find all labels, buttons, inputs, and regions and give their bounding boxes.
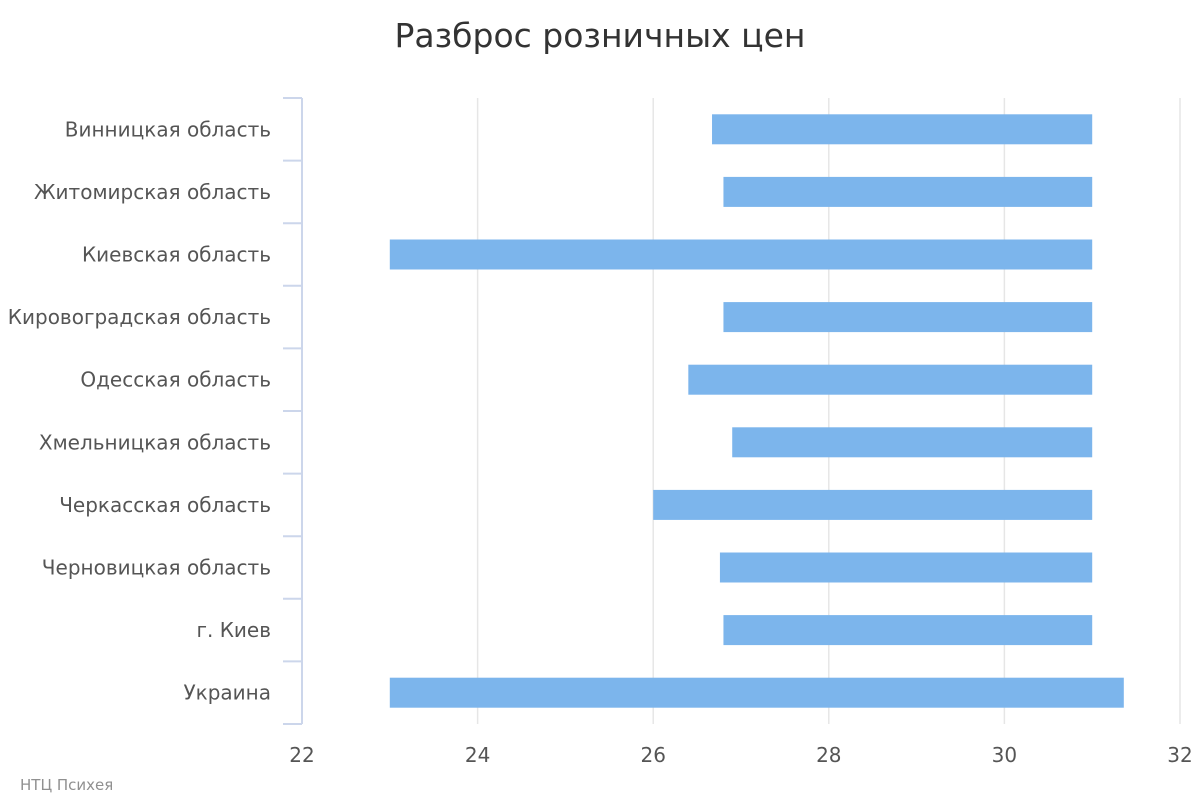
range-bar: [389, 677, 1124, 708]
range-bar: [389, 239, 1093, 270]
credits: НТЦ Психея: [20, 776, 113, 794]
range-bar: [653, 489, 1093, 520]
category-axis: [283, 97, 303, 725]
category-label: Одесская область: [80, 368, 271, 392]
range-bar: [732, 427, 1093, 458]
x-tick-label: 26: [640, 743, 665, 767]
category-label: Кировоградская область: [8, 305, 271, 329]
category-labels: Винницкая область Житомирская область Киев…: [8, 117, 271, 704]
range-bar: [723, 176, 1093, 207]
category-label: Хмельницкая область: [39, 430, 271, 454]
x-tick-label: 32: [1167, 743, 1192, 767]
x-tick-label: 28: [816, 743, 841, 767]
bars: [389, 114, 1124, 708]
range-bar: [723, 615, 1093, 646]
category-label: Украина: [183, 681, 271, 705]
chart-title: Разброс розничных цен: [395, 16, 806, 55]
x-axis-ticks: 22 24 26 28 30 32: [289, 743, 1192, 767]
category-label: Черновицкая область: [42, 556, 271, 580]
range-bar: [712, 114, 1093, 145]
category-label: Киевская область: [82, 243, 271, 267]
category-label: Винницкая область: [65, 117, 271, 141]
category-label: Житомирская область: [34, 180, 271, 204]
range-bar: [719, 552, 1093, 583]
category-label: г. Киев: [196, 618, 271, 642]
range-bar: [723, 302, 1093, 333]
range-bar: [688, 364, 1093, 395]
x-tick-label: 24: [465, 743, 490, 767]
x-tick-label: 22: [289, 743, 314, 767]
x-tick-label: 30: [992, 743, 1017, 767]
category-label: Черкасская область: [59, 493, 271, 517]
